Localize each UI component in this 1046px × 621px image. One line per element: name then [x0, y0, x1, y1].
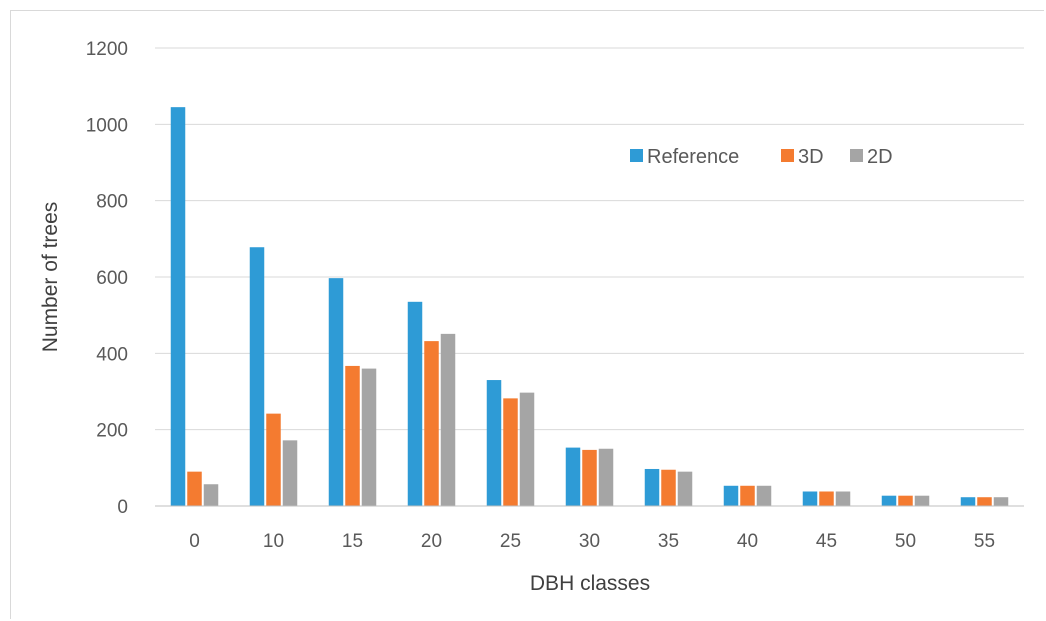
x-tick-label: 20 [421, 531, 442, 552]
bar-2d-50 [914, 495, 930, 506]
x-tick-label: 40 [737, 531, 758, 552]
legend-label-3d: 3D [798, 146, 824, 168]
y-tick-label: 600 [96, 268, 128, 289]
y-tick-label: 800 [96, 192, 128, 213]
bar-reference-20 [407, 301, 423, 506]
bar-2d-55 [993, 497, 1009, 506]
bar-3d-55 [977, 497, 992, 506]
bar-2d-25 [519, 392, 535, 506]
bar-reference-45 [802, 491, 818, 506]
bar-3d-50 [898, 495, 913, 506]
y-tick-label: 1200 [86, 39, 128, 60]
bar-reference-55 [960, 497, 976, 506]
bars [170, 107, 1009, 507]
y-axis-ticks: 0 200 400 600 800 1000 1200 [86, 39, 128, 518]
bar-reference-35 [644, 468, 660, 506]
x-tick-label: 55 [974, 531, 995, 552]
bar-reference-0 [170, 107, 186, 507]
bar-reference-50 [881, 495, 897, 506]
x-tick-label: 25 [500, 531, 521, 552]
x-axis-title: DBH classes [530, 572, 650, 595]
y-tick-label: 200 [96, 421, 128, 442]
bar-3d-20 [424, 341, 439, 506]
bar-2d-0 [203, 484, 219, 506]
y-tick-label: 400 [96, 344, 128, 365]
bar-2d-10 [282, 440, 298, 506]
bar-reference-25 [486, 380, 502, 506]
bar-3d-30 [582, 449, 597, 506]
bar-3d-25 [503, 398, 518, 506]
x-tick-label: 35 [658, 531, 679, 552]
legend: Reference 3D 2D [630, 146, 893, 168]
y-tick-label: 0 [117, 497, 128, 518]
bar-2d-15 [361, 368, 377, 506]
gridlines [155, 47, 1024, 431]
x-tick-label: 0 [189, 531, 200, 552]
x-tick-label: 50 [895, 531, 916, 552]
bar-reference-30 [565, 447, 581, 506]
bar-3d-10 [266, 413, 281, 506]
bar-reference-10 [249, 247, 265, 507]
bar-3d-40 [740, 485, 755, 506]
bar-2d-40 [756, 485, 772, 506]
x-tick-label: 10 [263, 531, 284, 552]
x-axis-ticks: 0 10 15 20 25 30 35 40 45 50 55 [189, 531, 995, 552]
x-tick-label: 45 [816, 531, 837, 552]
bar-3d-35 [661, 469, 676, 506]
bar-reference-15 [328, 278, 344, 506]
y-tick-label: 1000 [86, 115, 128, 136]
bar-reference-40 [723, 485, 739, 506]
bar-3d-0 [187, 471, 202, 506]
bar-3d-15 [345, 365, 360, 506]
bar-2d-20 [440, 333, 456, 506]
bar-2d-30 [598, 448, 614, 506]
legend-swatch-reference [630, 149, 643, 162]
legend-label-reference: Reference [647, 146, 739, 168]
bar-2d-45 [835, 491, 851, 506]
bar-3d-45 [819, 491, 834, 506]
x-tick-label: 30 [579, 531, 600, 552]
y-axis-title: Number of trees [39, 202, 62, 353]
legend-swatch-3d [781, 149, 794, 162]
legend-label-2d: 2D [867, 146, 893, 168]
legend-swatch-2d [850, 149, 863, 162]
bar-2d-35 [677, 471, 693, 506]
chart-frame [10, 10, 1044, 619]
x-tick-label: 15 [342, 531, 363, 552]
